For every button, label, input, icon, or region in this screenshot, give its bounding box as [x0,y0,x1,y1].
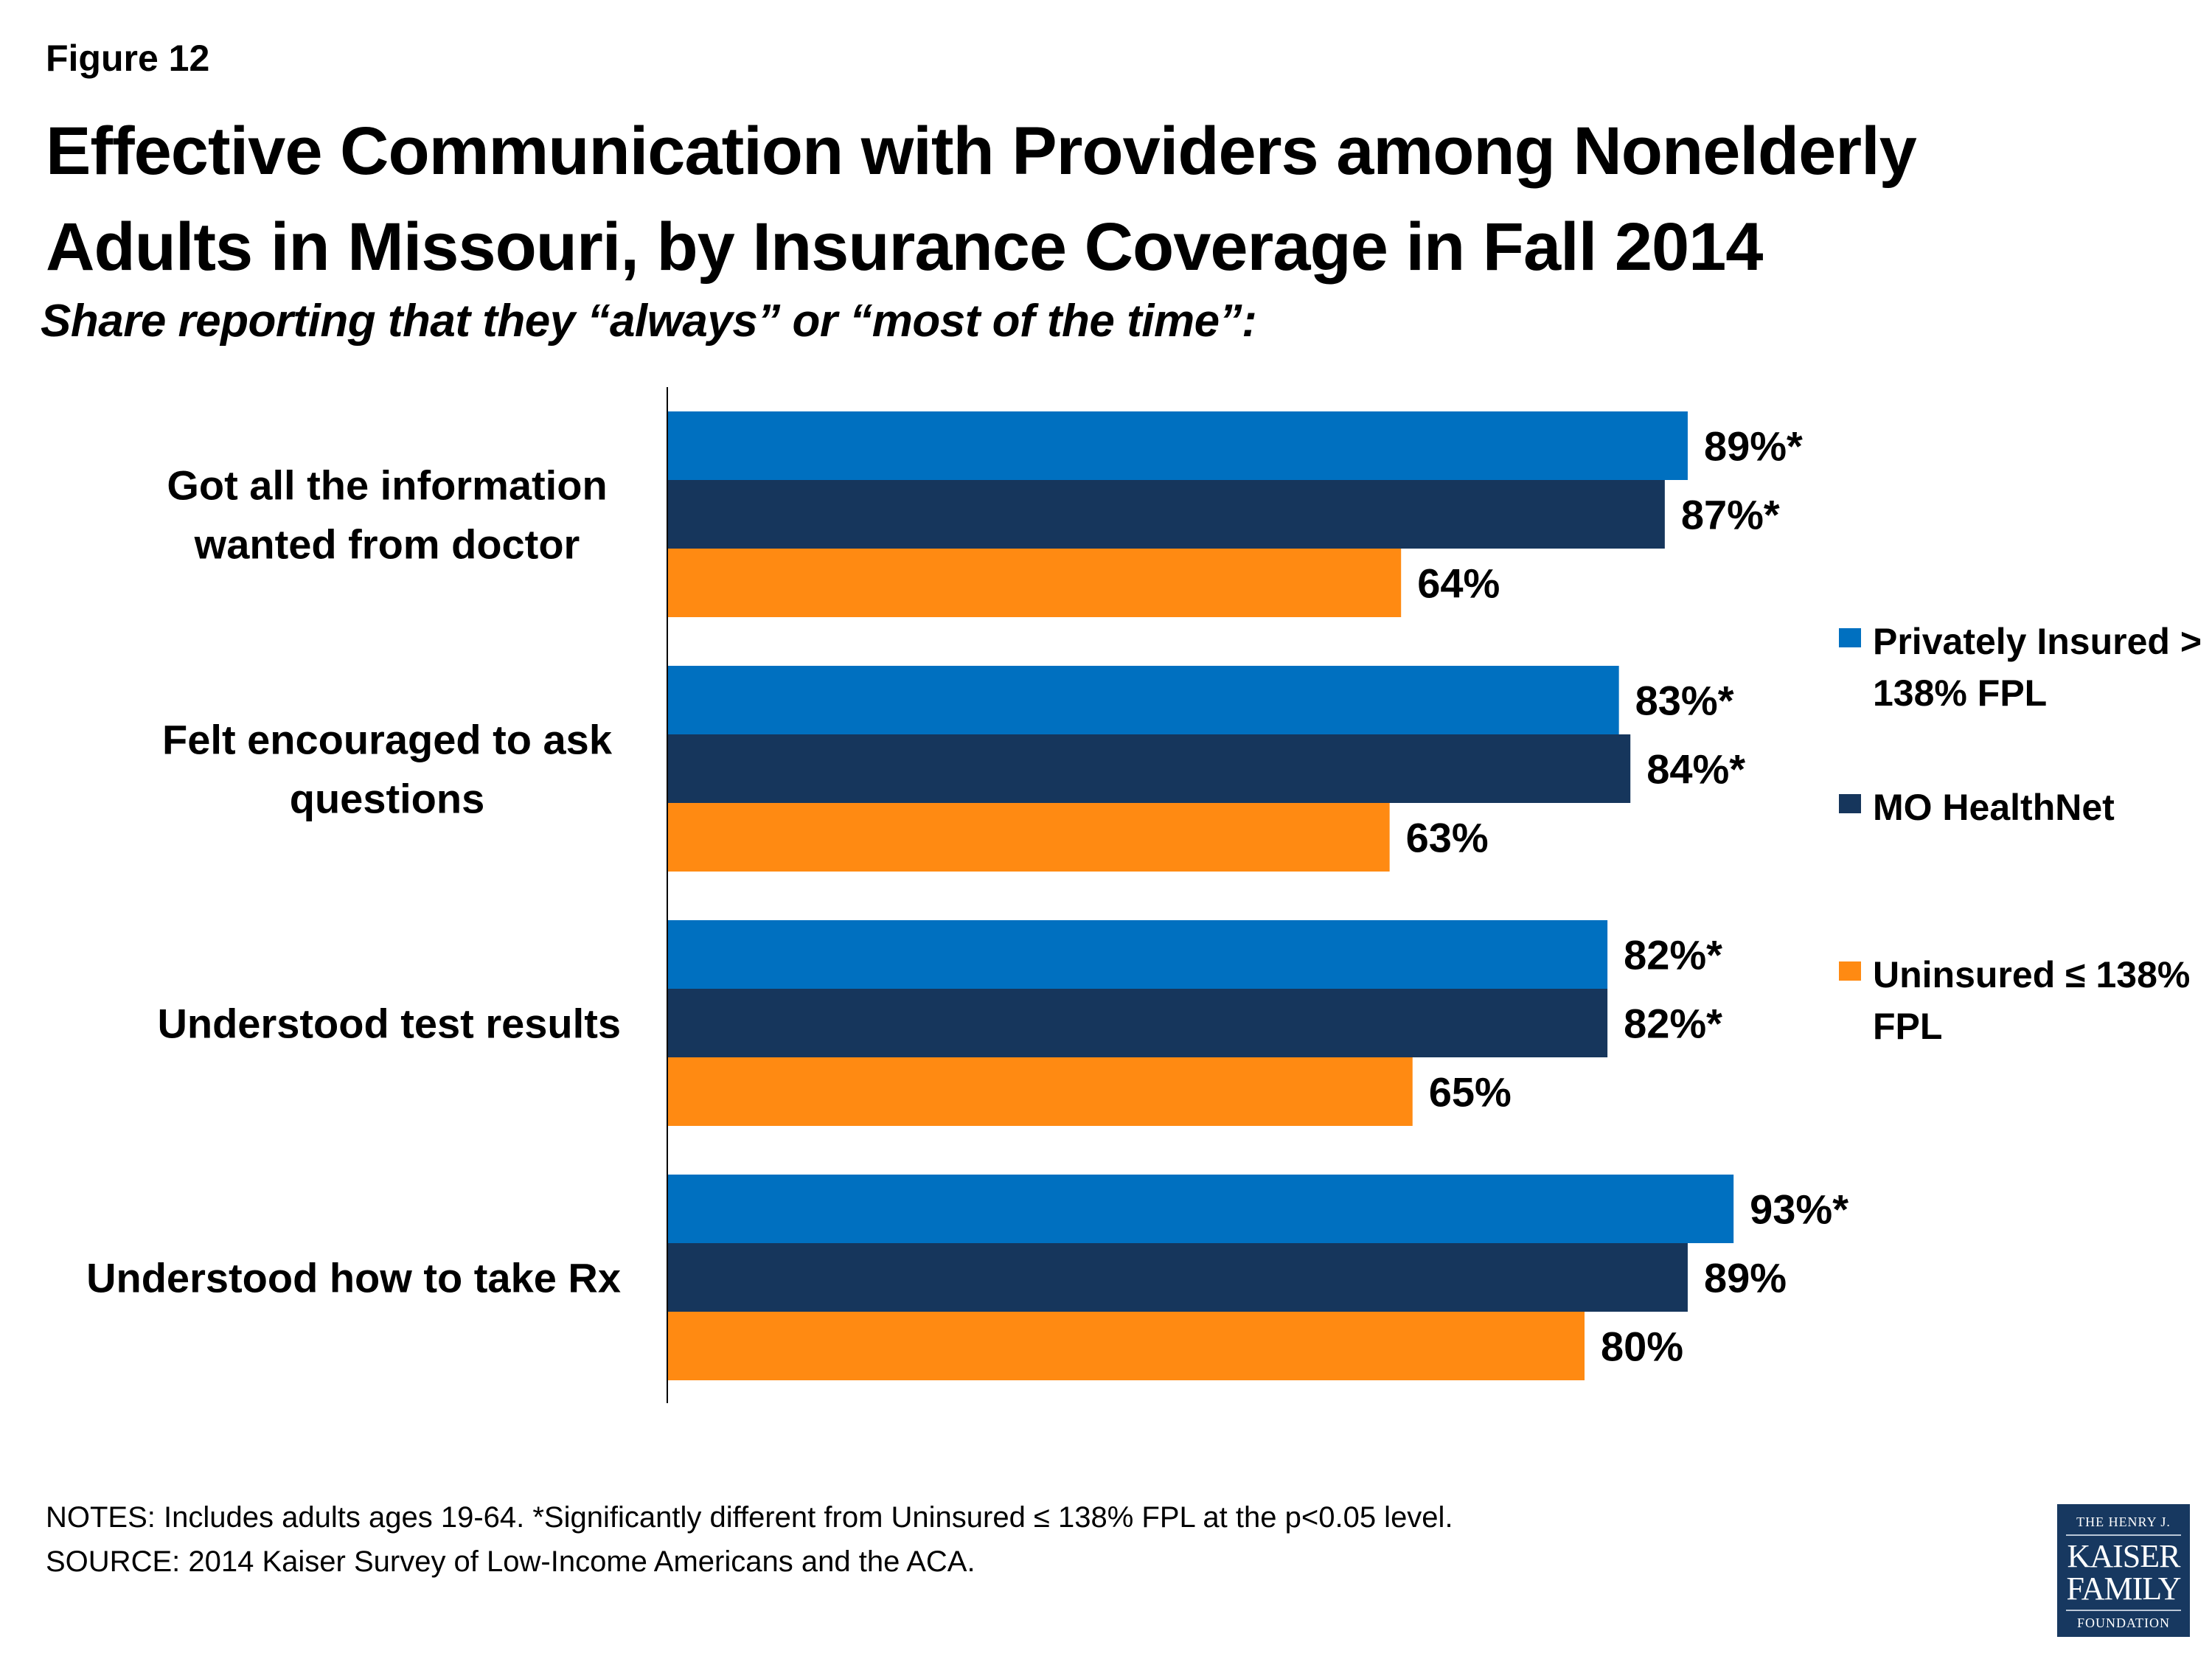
bar [667,480,1665,549]
category-label: Got all the information [167,462,607,509]
logo-line-1: THE HENRY J. [2076,1514,2171,1529]
logo-rule [2066,1534,2181,1536]
legend-label-private: Privately Insured > 138% FPL [1873,621,2202,714]
bar [667,734,1631,803]
legend-swatch-uninsured [1839,961,1861,981]
bar [667,666,1619,734]
data-label: 65% [1429,1069,1512,1116]
logo-rule [2066,1610,2181,1611]
chart-subtitle: Share reporting that they “always” or “m… [41,296,1257,347]
kff-logo: THE HENRY J. KAISER FAMILY FOUNDATION [2057,1504,2190,1637]
figure-label: Figure 12 [46,38,210,79]
legend-swatch-private [1839,628,1861,647]
category-label: Felt encouraged to ask [162,717,613,763]
data-label: 82%* [1624,1001,1722,1047]
bar [667,1057,1413,1126]
bar [667,1175,1734,1243]
bar [667,989,1608,1057]
logo-line-4: FOUNDATION [2077,1615,2170,1630]
category-label: Understood test results [157,1001,621,1047]
logo-line-2: KAISER [2067,1538,2181,1574]
legend-swatch-mo-healthnet [1839,794,1861,813]
source-text: SOURCE: 2014 Kaiser Survey of Low-Income… [46,1545,975,1578]
data-label: 80% [1601,1324,1683,1370]
data-label: 84%* [1646,746,1745,793]
data-label: 87%* [1681,492,1780,538]
data-label: 93%* [1750,1186,1848,1233]
legend-label-mo-healthnet: MO HealthNet [1873,787,2115,828]
notes-block: NOTES: Includes adults ages 19-64. *Sign… [46,1495,1453,1584]
data-label: 63% [1406,815,1489,861]
legend-label-uninsured: Uninsured ≤ 138% FPL [1873,954,2191,1047]
bar [667,411,1688,480]
legend-item-uninsured: Uninsured ≤ 138% FPL [1839,949,2212,1052]
legend-item-mo-healthnet: MO HealthNet [1839,782,2212,833]
category-label: questions [290,776,484,822]
data-label: 82%* [1624,932,1722,978]
bar [667,803,1390,872]
data-label: 89%* [1704,423,1803,470]
category-label: Understood how to take Rx [86,1255,621,1301]
logo-line-3: FAMILY [2066,1571,2181,1607]
bar [667,1312,1585,1380]
bar [667,1243,1688,1312]
category-label: wanted from doctor [194,521,580,568]
data-label: 89% [1704,1255,1787,1301]
notes-text: NOTES: Includes adults ages 19-64. *Sign… [46,1501,1453,1534]
data-label: 83%* [1635,678,1734,724]
chart-title: Effective Communication with Providers a… [46,114,1917,285]
data-label: 64% [1417,560,1500,607]
legend-item-private: Privately Insured > 138% FPL [1839,616,2212,719]
bar [667,549,1402,617]
bar [667,920,1608,989]
